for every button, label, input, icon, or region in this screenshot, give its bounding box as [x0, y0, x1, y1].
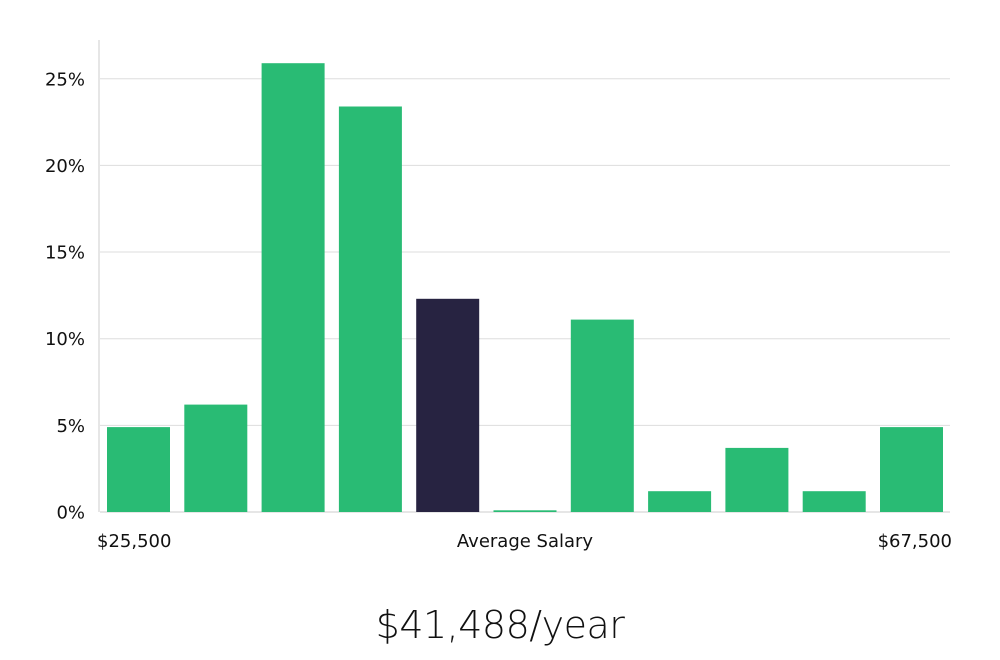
bar-average-salary [416, 298, 480, 512]
salary-distribution-chart: 0%5%10%15%20%25% $25,500 Average Salary … [45, 40, 952, 552]
x-label-min: $25,500 [97, 531, 171, 552]
bar-9 [802, 491, 866, 512]
average-salary-value: $41,488/year [375, 603, 625, 647]
bar-0 [107, 427, 170, 512]
x-label-center: Average Salary [457, 531, 594, 552]
bars [107, 63, 943, 512]
bar-1 [184, 404, 248, 512]
bar-6 [570, 319, 634, 512]
bar-5 [493, 510, 557, 512]
y-axis-ticks: 0% 5% 10% 15% 20% 25% [45, 69, 85, 523]
bar-2 [261, 63, 325, 512]
bar-7 [648, 491, 712, 512]
bar-10 [880, 427, 943, 512]
bar-8 [725, 447, 789, 512]
y-tick-label-3: 15% [45, 243, 85, 264]
y-tick-label-1: 5% [56, 416, 85, 437]
y-tick-label-5: 25% [45, 69, 85, 90]
x-label-max: $67,500 [878, 531, 952, 552]
y-tick-label-0: 0% [56, 503, 85, 524]
bar-3 [338, 106, 402, 512]
y-tick-label-2: 10% [45, 329, 85, 350]
y-tick-label-4: 20% [45, 156, 85, 177]
